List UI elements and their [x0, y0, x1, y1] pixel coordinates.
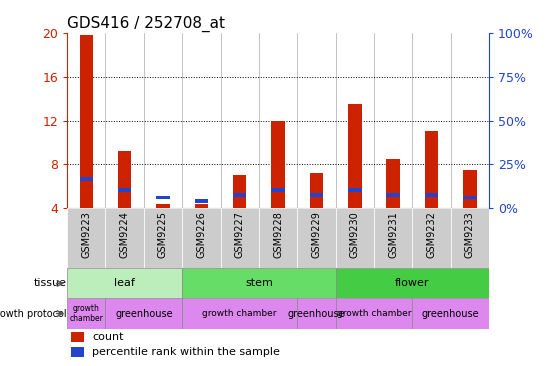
Bar: [233, 193, 247, 197]
Text: flower: flower: [395, 279, 430, 288]
Bar: [157, 204, 170, 208]
Bar: [106, 208, 144, 268]
Bar: [463, 195, 477, 199]
Text: stem: stem: [245, 279, 273, 288]
Bar: [335, 208, 374, 268]
Bar: [348, 104, 362, 208]
Bar: [335, 268, 489, 298]
Text: GSM9223: GSM9223: [81, 211, 91, 258]
Bar: [310, 173, 323, 208]
Text: growth chamber: growth chamber: [337, 309, 411, 318]
Text: greenhouse: greenhouse: [288, 309, 345, 318]
Text: GSM9228: GSM9228: [273, 211, 283, 258]
Text: GSM9230: GSM9230: [350, 211, 360, 258]
Text: tissue: tissue: [34, 279, 67, 288]
Bar: [72, 332, 84, 342]
Bar: [79, 177, 93, 181]
Text: growth chamber: growth chamber: [202, 309, 277, 318]
Bar: [67, 208, 106, 268]
Bar: [271, 120, 285, 208]
Text: GSM9231: GSM9231: [388, 211, 398, 258]
Bar: [297, 298, 335, 329]
Text: percentile rank within the sample: percentile rank within the sample: [92, 347, 280, 357]
Bar: [386, 193, 400, 197]
Bar: [271, 188, 285, 192]
Bar: [195, 204, 208, 208]
Text: GSM9226: GSM9226: [196, 211, 206, 258]
Text: GSM9229: GSM9229: [311, 211, 321, 258]
Bar: [221, 208, 259, 268]
Bar: [182, 268, 335, 298]
Bar: [348, 188, 362, 192]
Bar: [297, 208, 335, 268]
Bar: [118, 188, 131, 192]
Bar: [425, 131, 438, 208]
Text: GSM9233: GSM9233: [465, 211, 475, 258]
Text: growth protocol: growth protocol: [0, 309, 67, 318]
Bar: [425, 193, 438, 197]
Bar: [310, 193, 323, 197]
Bar: [106, 298, 182, 329]
Text: leaf: leaf: [114, 279, 135, 288]
Bar: [195, 199, 208, 203]
Bar: [182, 298, 297, 329]
Bar: [233, 175, 247, 208]
Bar: [386, 159, 400, 208]
Text: GSM9225: GSM9225: [158, 211, 168, 258]
Text: GSM9227: GSM9227: [235, 211, 245, 258]
Bar: [463, 170, 477, 208]
Bar: [118, 151, 131, 208]
Bar: [144, 208, 182, 268]
Text: count: count: [92, 332, 124, 342]
Bar: [413, 298, 489, 329]
Text: greenhouse: greenhouse: [115, 309, 173, 318]
Text: GSM9232: GSM9232: [427, 211, 437, 258]
Bar: [259, 208, 297, 268]
Bar: [335, 298, 413, 329]
Text: growth
chamber: growth chamber: [69, 304, 103, 323]
Bar: [157, 195, 170, 199]
Bar: [67, 268, 182, 298]
Bar: [374, 208, 413, 268]
Bar: [67, 298, 106, 329]
Bar: [79, 35, 93, 208]
Bar: [182, 208, 221, 268]
Bar: [72, 347, 84, 357]
Text: greenhouse: greenhouse: [422, 309, 480, 318]
Bar: [451, 208, 489, 268]
Bar: [413, 208, 451, 268]
Text: GDS416 / 252708_at: GDS416 / 252708_at: [67, 15, 225, 31]
Text: GSM9224: GSM9224: [120, 211, 130, 258]
